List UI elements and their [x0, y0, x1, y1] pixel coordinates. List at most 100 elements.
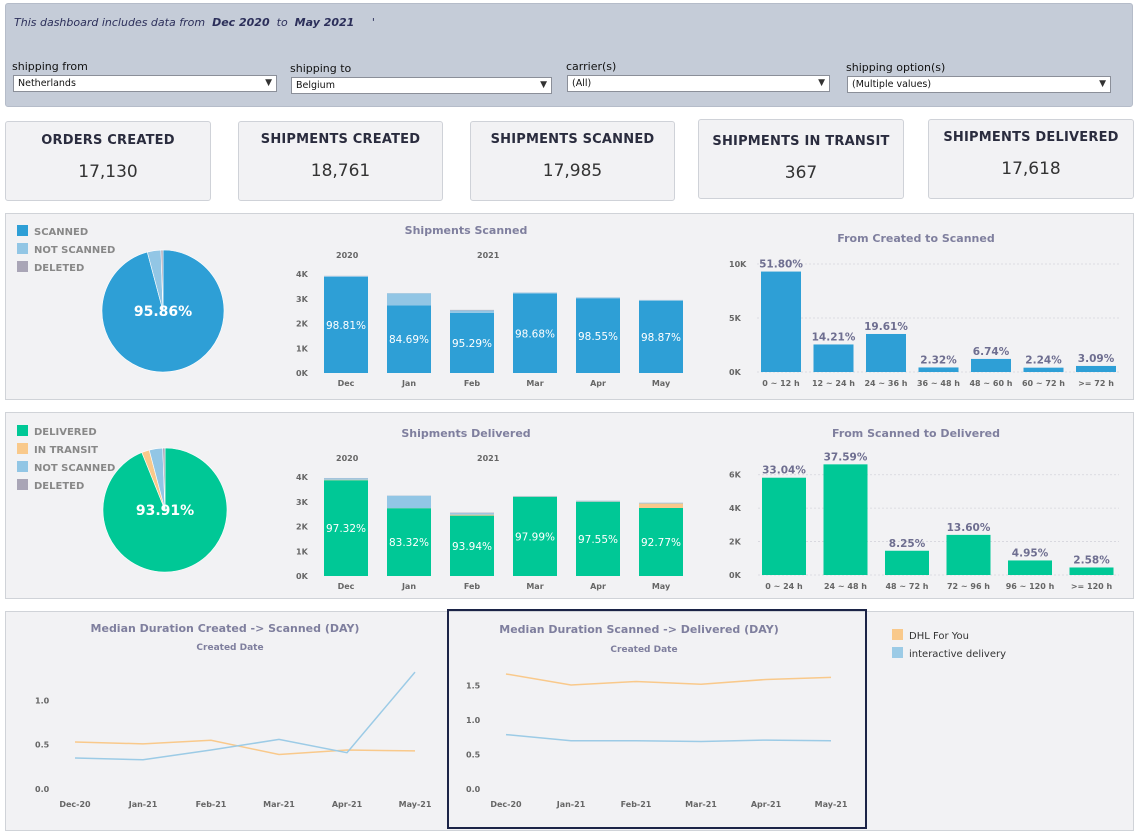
line-chart-2-title: Median Duration Scanned -> Delivered (DA… — [499, 623, 779, 636]
bar-data-label: 98.87% — [641, 332, 681, 344]
y-tick-label: 0K — [296, 369, 309, 378]
shipping-option-select[interactable]: (Multiple values) ▼ — [847, 76, 1111, 93]
histogram-bar — [1076, 365, 1116, 372]
created-to-scanned-chart: 10K 5K 0K 51.80% 0 ~ 12 h 14.21% 12 ~ 24 h 19.6… — [729, 259, 1119, 388]
shipping-option-value: (Multiple values) — [852, 79, 932, 90]
histogram-bar — [946, 534, 991, 575]
legend-swatch — [17, 225, 28, 236]
legend-dhl-for-you[interactable]: DHL For You — [892, 629, 969, 642]
bar-data-label: 8.25% — [889, 538, 926, 550]
bar-data-label: 93.94% — [452, 541, 492, 553]
x-tick-label: May-21 — [815, 800, 848, 809]
y-tick-label: 1.5 — [466, 682, 481, 691]
scanned-to-delivered-chart: 6K 4K 2K 0K 33.04% 0 ~ 24 h 37.59% 24 ~ 48 h 8.2… — [729, 451, 1119, 591]
chevron-down-icon: ▼ — [818, 78, 825, 88]
year-label: 2020 — [336, 251, 359, 260]
legend-interactive-delivery[interactable]: interactive delivery — [892, 647, 1006, 660]
carrier-select[interactable]: (All) ▼ — [567, 75, 830, 92]
bar-segment-scanned — [513, 293, 557, 373]
bar-segment-scanned — [639, 300, 683, 373]
selected-chart-frame[interactable] — [447, 609, 867, 829]
carrier-label: carrier(s) — [566, 60, 617, 73]
bar-data-label: 98.55% — [578, 331, 618, 343]
bar-data-label: 97.32% — [326, 523, 366, 535]
bar-segment-in-transit — [639, 503, 683, 508]
histogram-bar — [866, 333, 906, 372]
x-tick-label: 60 ~ 72 h — [1022, 379, 1065, 388]
bar-data-label: 3.09% — [1078, 353, 1115, 365]
x-tick-label: Jan-21 — [128, 800, 158, 809]
legend-delivered: DELIVERED — [17, 425, 97, 438]
x-tick-label: >= 120 h — [1071, 582, 1113, 591]
legend-swatch — [17, 461, 28, 472]
x-tick-label: 36 ~ 48 h — [917, 379, 960, 388]
shipping-from-select[interactable]: Netherlands ▼ — [13, 75, 277, 92]
legend-deleted: DELETED — [17, 261, 84, 274]
y-tick-label: 0.0 — [466, 785, 481, 794]
histogram-bar — [813, 344, 854, 372]
x-tick-label: Mar — [526, 582, 543, 591]
y-tick-label: 2K — [729, 538, 742, 547]
x-tick-label: Mar — [526, 379, 543, 388]
bar-segment-not-scanned — [513, 292, 557, 294]
kpi-title: SHIPMENTS SCANNED — [490, 132, 655, 147]
created-to-scanned-title: From Created to Scanned — [837, 232, 995, 245]
bar-segment-in-transit — [450, 514, 494, 516]
x-tick-label: Feb — [464, 582, 481, 591]
bar-data-label: 98.81% — [326, 320, 366, 332]
y-tick-label: 0K — [729, 571, 742, 580]
shipping-option-label: shipping option(s) — [846, 61, 946, 74]
kpi-value: 17,985 — [542, 161, 603, 181]
kpi-shipments-in-transit: SHIPMENTS IN TRANSIT 367 — [698, 119, 904, 199]
scanned-to-delivered-title: From Scanned to Delivered — [832, 427, 1000, 440]
histogram-bar — [823, 464, 868, 575]
y-tick-label: 10K — [729, 260, 747, 269]
bar-segment-delivered — [639, 507, 683, 576]
pie-slice-deleted — [162, 447, 166, 511]
shipments-delivered-bar-chart: 4K 3K 2K 1K 0K 2020 2021 97.32% Dec 83.32% Jan 93.9… — [296, 454, 683, 591]
bar-data-label: 51.80% — [759, 259, 803, 271]
x-tick-label: Jan — [401, 582, 416, 591]
y-tick-label: 1.0 — [466, 716, 481, 725]
histogram-bar — [1023, 367, 1064, 372]
x-tick-label: Apr — [590, 379, 606, 388]
histogram-bar — [1008, 560, 1052, 575]
histogram-bar — [971, 358, 1011, 372]
bar-data-label: 98.68% — [515, 328, 555, 340]
histogram-bar — [885, 550, 929, 575]
x-tick-label: 24 ~ 48 h — [824, 582, 867, 591]
filter-bar: This dashboard includes data from Dec 20… — [5, 3, 1133, 107]
scanned-section: SCANNED NOT SCANNED DELETED 95.86% Shipm… — [5, 213, 1134, 400]
bar-segment-delivered — [324, 480, 368, 576]
y-tick-label: 0.5 — [35, 741, 50, 750]
line-series-interactive-delivery — [74, 671, 416, 761]
shipping-from-value: Netherlands — [18, 78, 76, 89]
y-tick-label: 6K — [729, 471, 742, 480]
x-tick-label: Feb-21 — [621, 800, 652, 809]
kpi-shipments-created: SHIPMENTS CREATED 18,761 — [238, 121, 443, 201]
bar-data-label: 92.77% — [641, 537, 681, 549]
x-tick-label: 48 ~ 72 h — [885, 582, 928, 591]
y-tick-label: 4K — [296, 270, 309, 279]
x-tick-label: Mar-21 — [685, 800, 717, 809]
legend-in-transit: IN TRANSIT — [17, 443, 98, 456]
kpi-orders-created: ORDERS CREATED 17,130 — [5, 121, 211, 201]
y-tick-label: 3K — [296, 295, 309, 304]
histogram-bar — [918, 367, 959, 372]
bar-segment-not-scanned — [450, 310, 494, 313]
x-tick-label: 72 ~ 96 h — [947, 582, 990, 591]
legend-not-scanned: NOT SCANNED — [17, 461, 115, 474]
legend-swatch — [17, 479, 28, 490]
legend-swatch — [17, 443, 28, 454]
year-label: 2021 — [477, 454, 500, 463]
kpi-title: ORDERS CREATED — [41, 133, 175, 148]
x-tick-label: May — [652, 379, 671, 388]
legend-deleted: DELETED — [17, 479, 84, 492]
x-tick-label: Dec-20 — [59, 800, 91, 809]
line-series-dhl-for-you — [74, 739, 416, 756]
histogram-bar — [762, 477, 806, 575]
bar-segment-delivered — [576, 501, 620, 576]
shipping-to-select[interactable]: Belgium ▼ — [291, 77, 552, 94]
median-created-scanned-chart: 1.0 0.5 0.0 Dec-20 Jan-21 Feb-21 Mar-21 Apr-21 M… — [35, 671, 432, 809]
histogram-bar — [1069, 567, 1114, 575]
